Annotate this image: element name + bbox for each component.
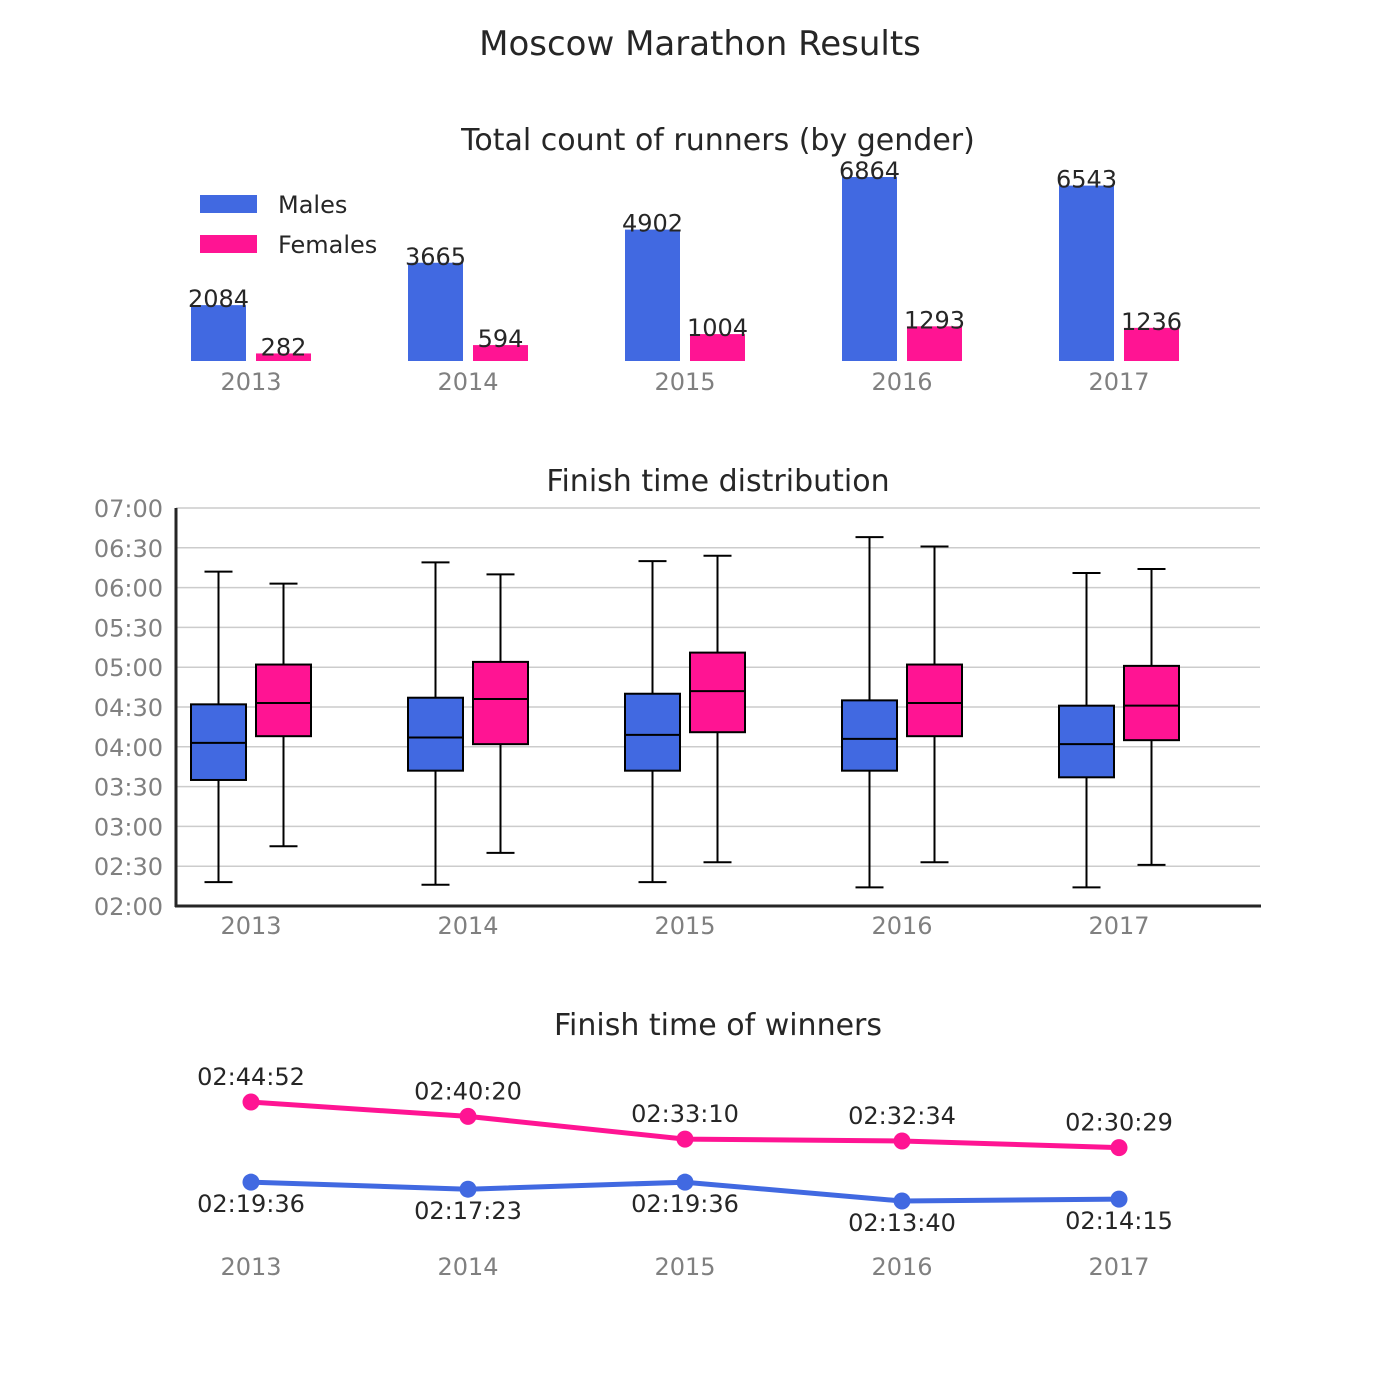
line-x-tick-2017: 2017	[1088, 1253, 1149, 1281]
males-winner-point-2017	[1110, 1190, 1128, 1208]
line-x-tick-2016: 2016	[871, 1253, 932, 1281]
box-males-2015	[624, 692, 681, 772]
legend-label-males: Males	[278, 191, 347, 219]
females-bar-label-2015: 1004	[687, 314, 748, 342]
box-y-tick-02:30: 02:30	[94, 853, 163, 881]
females-bar-2013	[256, 353, 311, 361]
box-plot-title: Finish time distribution	[546, 464, 889, 499]
box-y-tick-03:00: 03:00	[94, 813, 163, 841]
males-bar-2017	[1059, 185, 1114, 361]
box-x-tick-2014: 2014	[437, 912, 498, 940]
males-bar-2015	[625, 229, 680, 361]
box-y-tick-05:00: 05:00	[94, 654, 163, 682]
females-bar-label-2014: 594	[478, 325, 524, 353]
line-x-tick-2014: 2014	[437, 1253, 498, 1281]
box-x-tick-2017: 2017	[1088, 912, 1149, 940]
box-x-tick-2015: 2015	[654, 912, 715, 940]
females-winner-point-2014	[459, 1107, 477, 1125]
males-bar-label-2013: 2084	[188, 285, 249, 313]
males-bar-2016	[842, 177, 897, 361]
females-winner-label-2014: 02:40:20	[414, 1077, 522, 1105]
females-bar-label-2017: 1236	[1121, 308, 1182, 336]
box-x-tick-2013: 2013	[220, 912, 281, 940]
box-females-2013	[255, 663, 312, 738]
males-winner-label-2015: 02:19:36	[631, 1190, 739, 1218]
males-winner-label-2017: 02:14:15	[1065, 1207, 1173, 1235]
box-y-tick-04:00: 04:00	[94, 734, 163, 762]
females-winner-point-2013	[242, 1093, 260, 1111]
bar-x-tick-2015: 2015	[654, 368, 715, 396]
males-winner-label-2013: 02:19:36	[197, 1190, 305, 1218]
legend-swatch-males	[200, 195, 257, 213]
males-bar-label-2014: 3665	[405, 243, 466, 271]
females-bar-label-2016: 1293	[904, 306, 965, 334]
box-y-tick-07:00: 07:00	[94, 495, 163, 523]
box-y-tick-05:30: 05:30	[94, 614, 163, 642]
females-winner-label-2013: 02:44:52	[197, 1063, 305, 1091]
runner-count-bar-chart: Total count of runners (by gender) 2084 36…	[188, 123, 1182, 396]
line-x-tick-2013: 2013	[220, 1253, 281, 1281]
males-bar-label-2016: 6864	[839, 157, 900, 185]
line-chart-title: Finish time of winners	[554, 1008, 882, 1043]
box-y-tick-06:30: 06:30	[94, 535, 163, 563]
females-bar-2016	[907, 326, 962, 361]
females-winner-point-2016	[893, 1132, 911, 1150]
females-winner-label-2017: 02:30:29	[1065, 1109, 1173, 1137]
males-bar-label-2017: 6543	[1056, 166, 1117, 194]
males-winner-point-2016	[893, 1192, 911, 1210]
legend-swatch-females	[200, 235, 257, 253]
finish-time-box-plot: Finish time distribution 02:00 02:30 03:00 0…	[94, 464, 1261, 940]
females-winner-point-2015	[676, 1130, 694, 1148]
bar-chart-title: Total count of runners (by gender)	[460, 123, 975, 158]
box-males-2014	[407, 696, 464, 772]
box-y-tick-03:30: 03:30	[94, 774, 163, 802]
males-winner-label-2014: 02:17:23	[414, 1197, 522, 1225]
box-females-2017	[1123, 664, 1180, 742]
bar-x-tick-2017: 2017	[1088, 368, 1149, 396]
males-bar-2013	[191, 305, 246, 361]
females-bar-2014	[473, 345, 528, 361]
males-winner-label-2016: 02:13:40	[848, 1209, 956, 1237]
box-females-2016	[906, 663, 963, 738]
legend-label-females: Females	[278, 231, 377, 259]
females-winner-label-2016: 02:32:34	[848, 1102, 956, 1130]
box-males-2016	[841, 699, 898, 772]
box-x-tick-2016: 2016	[871, 912, 932, 940]
box-females-2014	[472, 660, 529, 746]
box-males-2017	[1058, 704, 1115, 779]
box-y-tick-02:00: 02:00	[94, 893, 163, 921]
box-y-tick-06:00: 06:00	[94, 575, 163, 603]
females-bar-2015	[690, 334, 745, 361]
males-winner-point-2015	[676, 1173, 694, 1191]
bar-x-tick-2013: 2013	[220, 368, 281, 396]
box-females-2015	[689, 651, 746, 734]
bar-x-tick-2014: 2014	[437, 368, 498, 396]
females-winner-point-2017	[1110, 1139, 1128, 1157]
males-bar-2014	[408, 262, 463, 361]
box-y-tick-04:30: 04:30	[94, 694, 163, 722]
females-bar-label-2013: 282	[261, 333, 307, 361]
males-winner-point-2014	[459, 1180, 477, 1198]
males-winner-point-2013	[242, 1173, 260, 1191]
figure-title: Moscow Marathon Results	[479, 24, 921, 64]
winner-time-line-chart: Finish time of winners 02:44:52 02:40:20 02…	[197, 1008, 1173, 1281]
males-bar-label-2015: 4902	[622, 210, 683, 238]
bar-x-tick-2016: 2016	[871, 368, 932, 396]
females-bar-2017	[1124, 327, 1179, 361]
females-winner-label-2015: 02:33:10	[631, 1100, 739, 1128]
line-x-tick-2015: 2015	[654, 1253, 715, 1281]
